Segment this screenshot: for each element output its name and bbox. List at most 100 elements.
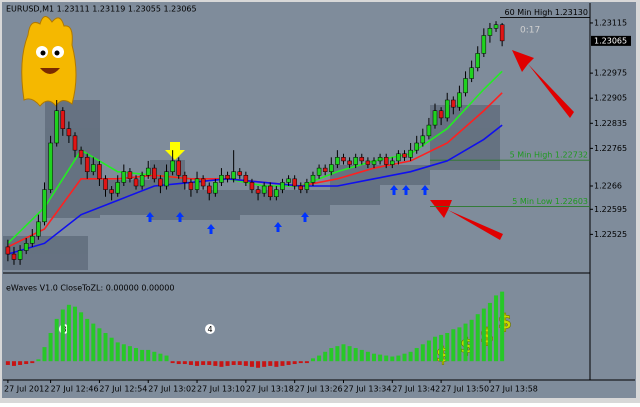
y-tick-label: 1.22525 (594, 230, 627, 239)
candle-body (11, 253, 17, 260)
candle-body (432, 110, 438, 126)
level-label: 5 Min High 1.22732 (510, 151, 588, 160)
candle-body (127, 171, 133, 180)
candle-body (408, 149, 413, 158)
histogram-bar (384, 355, 389, 362)
candle-body (84, 157, 90, 172)
histogram-bar (433, 336, 438, 362)
y-tick-label: 1.22765 (594, 144, 627, 153)
candle-body (42, 189, 47, 223)
histogram-bar (256, 361, 261, 368)
candle-body (341, 157, 346, 162)
histogram-bar (481, 308, 486, 362)
histogram-bar (134, 348, 139, 362)
svg-text:$: $ (498, 310, 512, 334)
x-tick-label: 27 Jul 13:34 (343, 385, 391, 394)
candle-body (316, 167, 322, 176)
candle-body (170, 160, 175, 172)
histogram-bar (188, 361, 193, 365)
candle-body (298, 185, 304, 190)
candle-body (176, 160, 181, 176)
histogram-bar (371, 353, 376, 362)
y-tick-label: 1.22595 (594, 205, 627, 214)
candle-body (103, 178, 108, 190)
x-tick-label: 27 Jul 13:50 (441, 385, 489, 394)
histogram-bar (121, 344, 126, 362)
candle-body (304, 182, 310, 190)
signal-arrows (146, 185, 429, 234)
candle-body (280, 182, 285, 190)
histogram-bar (5, 361, 10, 365)
candle-body (97, 164, 102, 180)
histogram-bar (79, 312, 84, 362)
histogram-bar (103, 333, 108, 362)
candle-body (414, 142, 419, 151)
histogram-bar (414, 348, 419, 362)
candle-body (194, 178, 200, 190)
candle-body (255, 189, 261, 194)
histogram-bar (66, 304, 71, 362)
histogram-bar (487, 302, 492, 362)
candle-body (5, 246, 11, 255)
histogram-bar (182, 361, 187, 365)
histogram-bar (231, 361, 236, 365)
histogram-bar (249, 361, 254, 367)
x-tick-label: 27 Jul 12:54 (99, 385, 147, 394)
candle-body (249, 182, 255, 190)
price-tag-box (591, 35, 631, 46)
histogram-bar (426, 340, 431, 362)
histogram-bar (91, 323, 96, 362)
candle-body (243, 175, 249, 183)
histogram-bar (170, 361, 175, 364)
candle-body (36, 221, 41, 237)
histogram-bar (164, 355, 169, 362)
histogram-bar (73, 306, 78, 362)
histogram-bar (323, 351, 328, 362)
candle-body (353, 157, 358, 165)
candle-body (499, 24, 505, 42)
candle-body (261, 185, 267, 194)
candle-body (121, 171, 127, 183)
candle-body (420, 135, 426, 144)
histogram-bar (335, 346, 340, 362)
histogram-bar (36, 359, 41, 362)
chart-title: EURUSD,M1 1.23111 1.23119 1.23055 1.2306… (6, 5, 197, 14)
histogram-bar (85, 318, 90, 362)
bar-timer: 0:17 (520, 26, 540, 36)
histogram-bar (378, 354, 383, 362)
histogram-bar (359, 349, 364, 362)
histogram-bar (268, 361, 273, 366)
candle-body (493, 24, 499, 29)
candle-body (426, 124, 432, 137)
histogram-bar (262, 361, 267, 367)
candle-body (451, 99, 456, 108)
candle-body (438, 110, 444, 119)
histogram-bar (365, 351, 370, 362)
candle-body (115, 182, 120, 194)
histogram-bar (304, 361, 309, 364)
candle-body (182, 175, 188, 183)
histogram-bar (109, 337, 114, 362)
candle-body (469, 67, 474, 79)
candle-body (109, 189, 114, 194)
histogram-bar (237, 361, 242, 365)
y-tick-label: 1.2266 (594, 182, 622, 191)
y-tick-label: 1.22975 (594, 69, 627, 78)
candle-body (475, 53, 480, 69)
indicator-title: eWaves V1.0 CloseToZL: 0.00000 0.00000 (6, 284, 174, 293)
candle-body (139, 175, 145, 187)
candle-body (463, 78, 468, 94)
candle-body (444, 99, 450, 119)
histogram-bar (402, 353, 407, 362)
candle-body (310, 175, 316, 183)
histogram-bar (408, 351, 413, 362)
x-tick-label: 27 Jul 13:02 (148, 385, 196, 394)
histogram-bar (30, 361, 35, 364)
histogram-bar (24, 361, 29, 365)
candle-body (371, 160, 377, 165)
candle-body (72, 135, 78, 151)
candle-body (206, 185, 212, 194)
x-tick-label: 27 Jul 12:46 (51, 385, 99, 394)
histogram-bar (158, 353, 163, 362)
candle-body (457, 92, 462, 108)
